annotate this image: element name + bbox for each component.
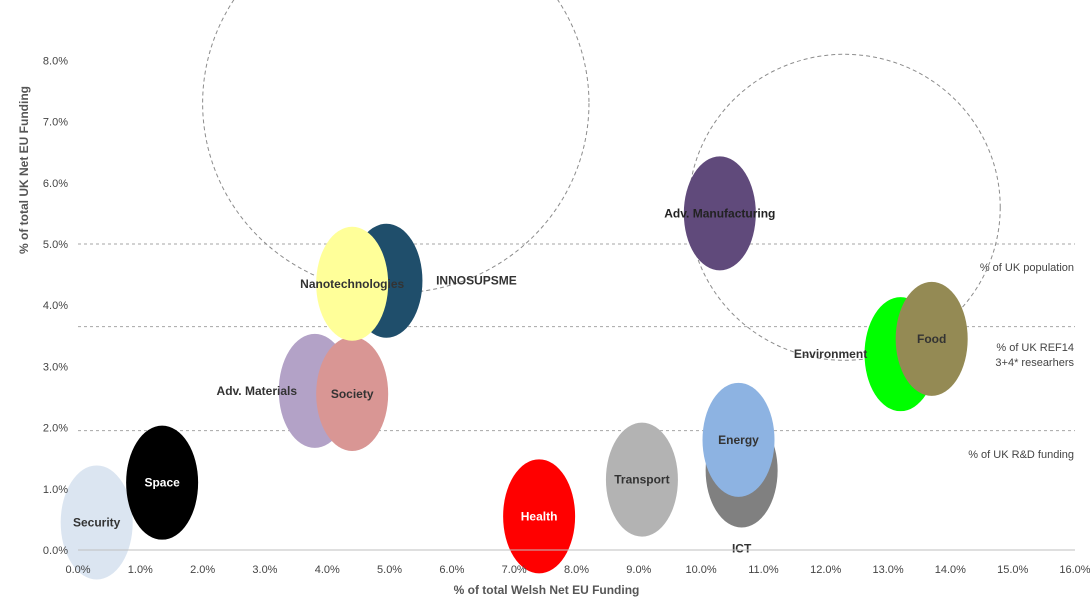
y-tick-label: 7.0% <box>43 117 68 129</box>
bubble-label: INNOSUPSME <box>436 274 517 288</box>
bubble-society <box>316 336 389 451</box>
bubble-transport <box>605 422 678 537</box>
bubble-label: Space <box>144 476 180 490</box>
x-tick-label: 5.0% <box>377 564 402 576</box>
bubble-nanotechnologies <box>316 226 389 341</box>
bubble-label: Society <box>331 387 374 401</box>
x-tick-label: 11.0% <box>748 564 779 576</box>
y-tick-label: 0.0% <box>43 545 68 557</box>
y-axis-title: % of total UK Net EU Funding <box>17 86 31 254</box>
x-tick-label: 1.0% <box>128 564 153 576</box>
y-tick-label: 5.0% <box>43 239 68 251</box>
bubbles: Security Space Adv. Materials Society INNOSU… <box>60 156 968 580</box>
x-tick-label: 2.0% <box>190 564 215 576</box>
x-tick-label: 10.0% <box>686 564 717 576</box>
bubble-security <box>60 465 133 580</box>
bubble-label: Energy <box>718 433 759 447</box>
reference-line-label: % of UK REF14 3+4* researhers <box>995 342 1074 369</box>
x-tick-label: 8.0% <box>564 564 589 576</box>
bubble-food <box>895 281 968 396</box>
bubble-label: Security <box>73 515 121 529</box>
x-tick-label: 7.0% <box>502 564 527 576</box>
bubble-label: Adv. Manufacturing <box>664 206 775 220</box>
y-tick-label: 8.0% <box>43 55 68 67</box>
y-tick-label: 6.0% <box>43 178 68 190</box>
y-tick-label: 4.0% <box>43 300 68 312</box>
y-tick-label: 3.0% <box>43 361 68 373</box>
reference-line-label: % of UK population <box>980 262 1074 274</box>
x-tick-label: 13.0% <box>872 564 903 576</box>
bubble-label: Food <box>917 332 946 346</box>
bubble-health <box>503 459 576 574</box>
bubble-energy <box>702 382 775 497</box>
x-tick-label: 15.0% <box>997 564 1028 576</box>
x-axis-ticks: 0.0% 1.0% 2.0% 3.0% 4.0% 5.0% 6.0% 7.0% 8.0% 9.0%… <box>65 564 1090 576</box>
reference-line-label: % of UK R&D funding <box>968 449 1074 461</box>
y-tick-label: 2.0% <box>43 423 68 435</box>
y-tick-label: 1.0% <box>43 484 68 496</box>
x-tick-label: 14.0% <box>935 564 966 576</box>
bubble-label: Nanotechnologies <box>300 277 404 291</box>
bubble-space <box>126 425 199 540</box>
x-tick-label: 4.0% <box>315 564 340 576</box>
x-tick-label: 9.0% <box>626 564 651 576</box>
bubble-label: Health <box>521 509 558 523</box>
bubble-adv-manufacturing <box>683 156 756 271</box>
x-tick-label: 16.0% <box>1059 564 1090 576</box>
bubble-label: ICT <box>732 541 752 555</box>
x-tick-label: 0.0% <box>65 564 90 576</box>
x-tick-label: 12.0% <box>810 564 841 576</box>
y-axis-ticks: 0.0% 1.0% 2.0% 3.0% 4.0% 5.0% 6.0% 7.0% 8.0% <box>43 55 68 557</box>
bubble-label: Transport <box>614 473 669 487</box>
x-tick-label: 3.0% <box>252 564 277 576</box>
bubble-label: Adv. Materials <box>217 384 298 398</box>
bubble-label: Environment <box>794 347 867 361</box>
x-axis-title: % of total Welsh Net EU Funding <box>454 583 640 597</box>
x-tick-label: 6.0% <box>439 564 464 576</box>
highlight-circle <box>202 0 590 294</box>
